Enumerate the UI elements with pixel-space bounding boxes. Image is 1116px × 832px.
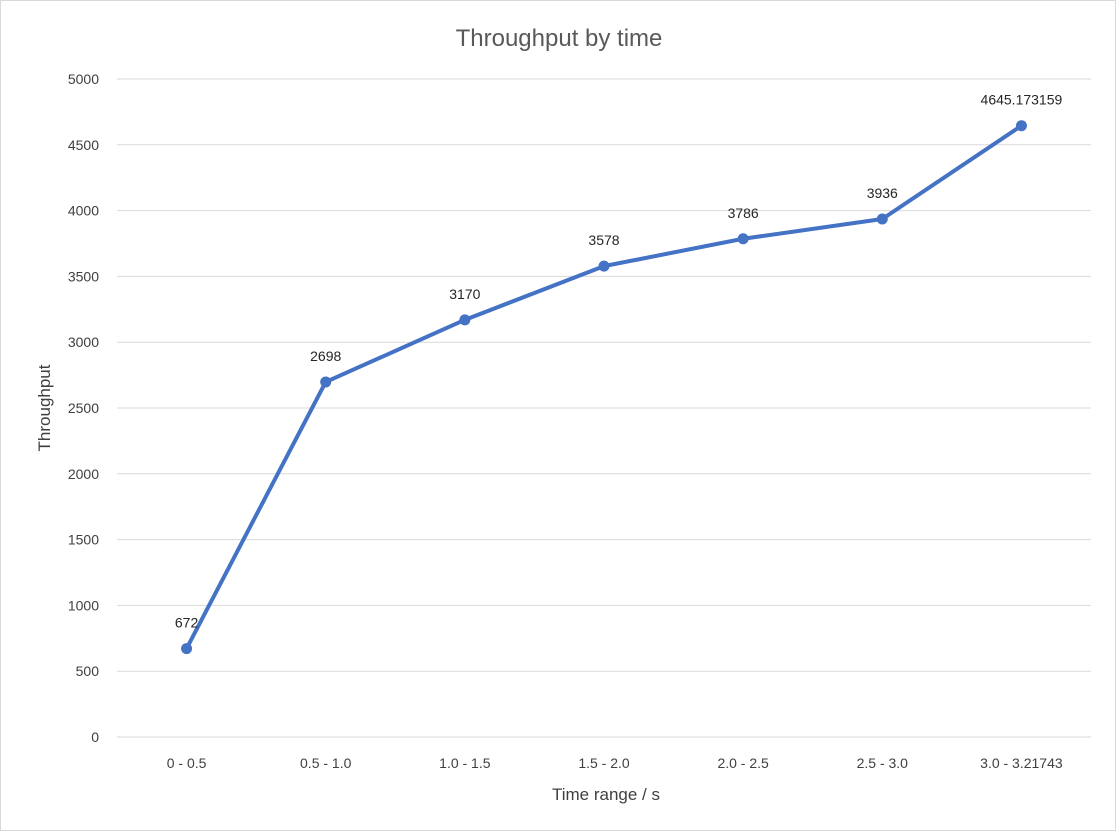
x-tick-label: 3.0 - 3.21743 — [980, 755, 1063, 771]
data-label: 3936 — [867, 185, 898, 201]
data-label: 672 — [175, 615, 199, 631]
data-label: 3170 — [449, 286, 480, 302]
y-tick-label: 1000 — [68, 597, 99, 613]
x-tick-label: 1.5 - 2.0 — [578, 755, 630, 771]
x-tick-label: 2.0 - 2.5 — [717, 755, 769, 771]
x-tick-label: 0.5 - 1.0 — [300, 755, 352, 771]
data-points — [181, 120, 1027, 655]
x-tick-label: 1.0 - 1.5 — [439, 755, 491, 771]
data-point — [1015, 120, 1027, 132]
y-tick-label: 4500 — [68, 137, 99, 153]
y-tick-label: 5000 — [68, 71, 99, 87]
y-tick-label: 1500 — [68, 532, 99, 548]
data-point — [876, 213, 888, 225]
y-axis-ticks: 0 500 1000 1500 2000 2500 3000 3500 4000 4500 5000 — [68, 71, 99, 745]
series-line — [184, 123, 1024, 651]
x-axis-title: Time range / s — [552, 785, 660, 804]
x-tick-label: 2.5 - 3.0 — [857, 755, 909, 771]
y-tick-label: 2000 — [68, 466, 99, 482]
data-point — [598, 260, 610, 272]
data-label: 4645.173159 — [981, 92, 1063, 108]
data-labels: 672 2698 3170 3578 3786 3936 4645.173159 — [175, 92, 1063, 631]
data-label: 3786 — [728, 205, 759, 221]
y-tick-label: 3000 — [68, 334, 99, 350]
y-tick-label: 0 — [91, 729, 99, 745]
y-tick-label: 3500 — [68, 268, 99, 284]
y-axis-title: Throughput — [35, 364, 54, 451]
x-tick-label: 0 - 0.5 — [167, 755, 207, 771]
x-axis-ticks: 0 - 0.5 0.5 - 1.0 1.0 - 1.5 1.5 - 2.0 2.0 - … — [167, 755, 1063, 771]
y-tick-label: 4000 — [68, 203, 99, 219]
y-tick-label: 500 — [76, 663, 100, 679]
data-label: 3578 — [588, 232, 619, 248]
y-tick-label: 2500 — [68, 400, 99, 416]
data-point — [737, 233, 749, 245]
data-point — [459, 314, 471, 326]
chart-title: Throughput by time — [456, 25, 663, 52]
data-point — [320, 376, 332, 388]
data-label: 2698 — [310, 348, 341, 364]
data-point — [181, 643, 193, 655]
gridlines — [117, 78, 1091, 738]
